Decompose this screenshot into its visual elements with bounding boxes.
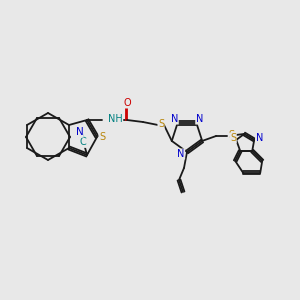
Text: N: N — [171, 114, 178, 124]
Text: S: S — [158, 119, 164, 129]
Text: S: S — [99, 132, 105, 142]
Text: NH: NH — [108, 114, 123, 124]
Text: S: S — [228, 130, 234, 140]
Text: N: N — [177, 149, 185, 159]
Text: C: C — [80, 137, 86, 147]
Text: N: N — [196, 114, 203, 124]
Text: N: N — [76, 127, 83, 137]
Text: N: N — [256, 133, 263, 143]
Text: S: S — [230, 133, 236, 143]
Text: O: O — [123, 98, 131, 108]
